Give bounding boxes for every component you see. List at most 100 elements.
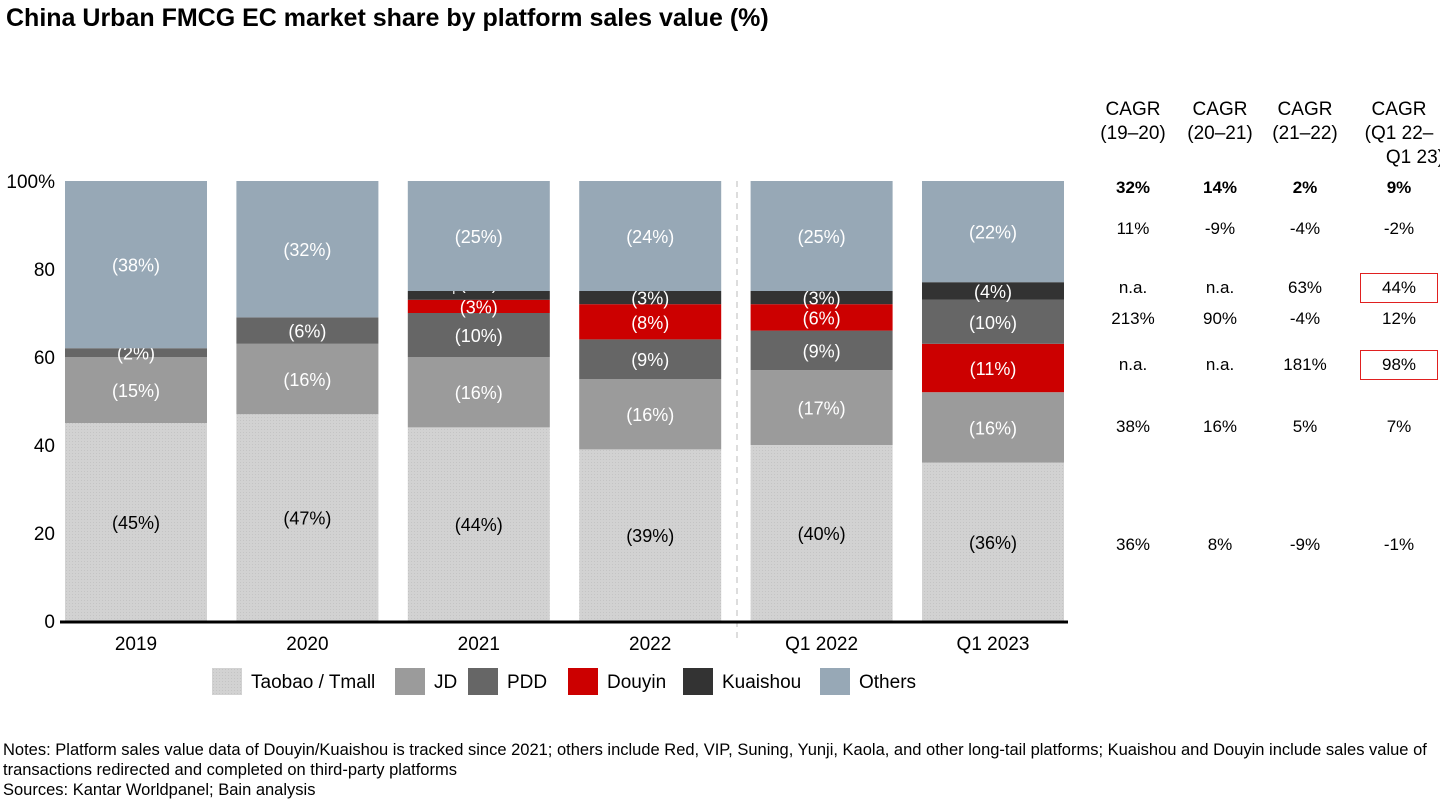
bar-segment-jd [65, 357, 207, 423]
data-label: (10%) [969, 313, 1017, 333]
bar-segment-pdd [65, 348, 207, 357]
sources-text: Sources: Kantar Worldpanel; Bain analysi… [3, 781, 316, 799]
legend-label: Taobao / Tmall [251, 672, 375, 693]
data-label: (16%) [455, 383, 503, 403]
bar-segment-taobao-tmall [579, 449, 722, 621]
bar-segment-taobao-tmall [236, 414, 379, 621]
cagr-value: 2% [1292, 178, 1318, 197]
bar-segment-taobao-tmall [407, 427, 550, 621]
x-tick-label: 2022 [629, 634, 671, 655]
y-tick-label: 60 [34, 348, 55, 369]
bar-segment-pdd [579, 339, 722, 379]
cagr-value: -4% [1289, 219, 1321, 238]
cagr-value: 63% [1287, 278, 1323, 297]
x-tick-label: Q1 2022 [785, 634, 858, 655]
legend-label: Others [859, 672, 916, 693]
data-label: (47%) [283, 509, 331, 529]
data-label: (39%) [626, 526, 674, 546]
cagr-header-line: CAGR [1105, 99, 1161, 120]
data-label: (25%) [455, 227, 503, 247]
data-label: (22%) [969, 223, 1017, 243]
legend-label: Kuaishou [722, 672, 801, 693]
data-label: (3%) [460, 297, 498, 317]
y-tick-label: 0 [44, 612, 55, 633]
data-label: (16%) [626, 405, 674, 425]
bar-segment-kuaishou [579, 291, 722, 305]
y-tick-label: 80 [34, 260, 55, 281]
data-label: (45%) [112, 513, 160, 533]
bar-segment-jd [579, 379, 722, 450]
bar-segment-douyin [750, 304, 893, 331]
cagr-value: 38% [1115, 417, 1151, 436]
x-tick-label: 2020 [286, 634, 328, 655]
notes-text: Notes: Platform sales value data of Douy… [3, 741, 1427, 779]
data-label: (8%) [631, 313, 669, 333]
cagr-value: 32% [1115, 178, 1151, 197]
cagr-header-line: (Q1 22– [1364, 123, 1434, 144]
cagr-value: 90% [1202, 309, 1238, 328]
y-tick-label: 100% [6, 172, 55, 193]
x-tick-label: Q1 2023 [957, 634, 1030, 655]
cagr-value: 7% [1386, 417, 1412, 436]
cagr-header-line: (20–21) [1187, 123, 1253, 144]
data-label: (40%) [798, 524, 846, 544]
data-label: (3%) [631, 289, 669, 309]
cagr-value: -9% [1204, 219, 1236, 238]
data-label: (3%) [803, 289, 841, 309]
data-label: (44%) [455, 515, 503, 535]
cagr-value: 98% [1360, 350, 1438, 380]
bar-segment-others [407, 181, 550, 291]
data-label: (6%) [803, 308, 841, 328]
data-label: (17%) [798, 399, 846, 419]
bar-segment-jd [750, 370, 893, 445]
cagr-value: 9% [1386, 178, 1412, 197]
y-tick-label: 20 [34, 524, 55, 545]
cagr-value: -2% [1383, 219, 1415, 238]
x-tick-label: 2021 [458, 634, 500, 655]
bar-segment-kuaishou [922, 282, 1064, 300]
data-label: (16%) [969, 418, 1017, 438]
notes: Notes: Platform sales value data of Douy… [3, 740, 1438, 800]
cagr-header-line: CAGR [1277, 99, 1333, 120]
x-tick-label: 2019 [115, 634, 157, 655]
data-label: (36%) [969, 533, 1017, 553]
cagr-header-line: CAGR [1192, 99, 1248, 120]
cagr-value: n.a. [1118, 355, 1148, 374]
bar-segment-kuaishou [407, 291, 550, 300]
cagr-header: CAGR (21–22) [1260, 98, 1350, 146]
data-label: (16%) [283, 370, 331, 390]
bar-segment-jd [236, 343, 379, 415]
data-label: (38%) [112, 256, 160, 276]
legend-swatch [683, 668, 713, 695]
bar-segment-others [922, 181, 1064, 283]
data-label: (32%) [283, 240, 331, 260]
bar-segment-pdd [922, 299, 1064, 344]
legend-swatch [395, 668, 425, 695]
cagr-header-line: (19–20) [1100, 123, 1166, 144]
legend-swatch [820, 668, 850, 695]
bar-segment-douyin [579, 304, 722, 340]
cagr-value: 5% [1292, 417, 1318, 436]
cagr-header: CAGR (20–21) [1175, 98, 1265, 146]
cagr-value: -9% [1289, 535, 1321, 554]
cagr-value: 11% [1116, 219, 1150, 238]
cagr-value: -4% [1289, 309, 1321, 328]
cagr-header-line: CAGR [1371, 99, 1427, 120]
cagr-value: 181% [1283, 355, 1327, 374]
bar-segment-douyin [407, 299, 550, 313]
cagr-header-line: Q1 23) [1385, 147, 1440, 168]
cagr-value: 44% [1360, 273, 1438, 303]
legend-swatch [468, 668, 498, 695]
cagr-header: CAGR (19–20) [1088, 98, 1178, 146]
data-label: (10%) [455, 326, 503, 346]
cagr-value: n.a. [1118, 278, 1148, 297]
bar-segment-pdd [236, 317, 379, 344]
cagr-value: 8% [1207, 535, 1233, 554]
data-label: (6%) [288, 322, 326, 342]
data-label: (2%) [117, 344, 155, 364]
cagr-value: n.a. [1205, 278, 1235, 297]
bar-segment-douyin [922, 343, 1064, 393]
cagr-header: CAGR (Q1 22– Q1 23) [1354, 98, 1440, 170]
bar-segment-jd [922, 392, 1064, 463]
